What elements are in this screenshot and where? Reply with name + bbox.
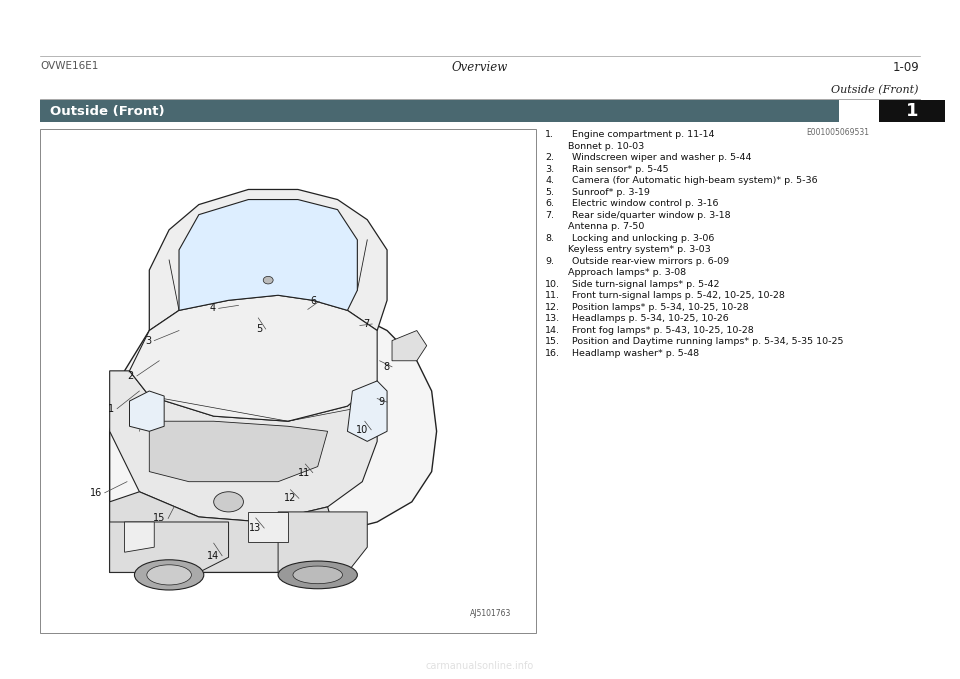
Text: 13: 13 (249, 523, 261, 533)
Text: 2: 2 (128, 371, 133, 381)
Text: 16: 16 (89, 488, 102, 498)
Text: 10.: 10. (545, 280, 561, 289)
Polygon shape (109, 371, 377, 522)
Ellipse shape (293, 566, 343, 584)
Text: 3: 3 (145, 335, 152, 346)
Text: 14: 14 (206, 551, 219, 561)
Text: 12.: 12. (545, 303, 561, 312)
Text: Overview: Overview (452, 60, 508, 74)
Text: Rain sensor* p. 5-45: Rain sensor* p. 5-45 (572, 165, 669, 174)
Text: OVWE16E1: OVWE16E1 (40, 60, 99, 71)
Text: 13.: 13. (545, 314, 561, 323)
Text: Keyless entry system* p. 3-03: Keyless entry system* p. 3-03 (568, 245, 711, 255)
Ellipse shape (278, 561, 357, 589)
Text: 2.: 2. (545, 153, 554, 162)
Polygon shape (130, 295, 377, 421)
Text: 14.: 14. (545, 326, 561, 335)
Text: 8.: 8. (545, 234, 554, 243)
Text: 10: 10 (356, 425, 369, 435)
Text: carmanualsonline.info: carmanualsonline.info (426, 661, 534, 671)
Text: Sunroof* p. 3-19: Sunroof* p. 3-19 (572, 188, 650, 197)
Polygon shape (278, 512, 368, 572)
Text: 9.: 9. (545, 257, 554, 266)
Text: 11: 11 (298, 468, 310, 477)
Ellipse shape (263, 276, 274, 284)
Text: 15: 15 (153, 513, 165, 524)
Ellipse shape (134, 559, 204, 590)
Text: 7: 7 (363, 319, 370, 329)
Text: 1.: 1. (545, 130, 554, 139)
Text: Side turn-signal lamps* p. 5-42: Side turn-signal lamps* p. 5-42 (572, 280, 720, 289)
Text: Outside rear-view mirrors p. 6-09: Outside rear-view mirrors p. 6-09 (572, 257, 730, 266)
Text: AJ5101763: AJ5101763 (469, 608, 511, 618)
Text: Antenna p. 7-50: Antenna p. 7-50 (568, 222, 645, 232)
Text: Rear side/quarter window p. 3-18: Rear side/quarter window p. 3-18 (572, 211, 731, 220)
Polygon shape (150, 189, 387, 331)
Text: 16.: 16. (545, 349, 561, 358)
Polygon shape (109, 492, 338, 572)
Text: 7.: 7. (545, 211, 554, 220)
Polygon shape (249, 512, 288, 542)
Polygon shape (348, 381, 387, 441)
Polygon shape (130, 391, 164, 431)
Text: Windscreen wiper and washer p. 5-44: Windscreen wiper and washer p. 5-44 (572, 153, 752, 162)
Bar (40, 100, 839, 122)
Polygon shape (109, 295, 437, 572)
Text: 15.: 15. (545, 337, 561, 346)
Polygon shape (392, 331, 426, 361)
Text: 6: 6 (310, 296, 316, 306)
Text: 5.: 5. (545, 188, 554, 197)
Text: 6.: 6. (545, 200, 554, 208)
Text: 9: 9 (378, 397, 384, 407)
Ellipse shape (147, 565, 191, 585)
Text: Front turn-signal lamps p. 5-42, 10-25, 10-28: Front turn-signal lamps p. 5-42, 10-25, … (572, 291, 785, 300)
Text: Outside (Front): Outside (Front) (831, 85, 919, 95)
Text: Position and Daytime running lamps* p. 5-34, 5-35 10-25: Position and Daytime running lamps* p. 5… (572, 337, 844, 346)
Text: 3.: 3. (545, 165, 555, 174)
Text: Electric window control p. 3-16: Electric window control p. 3-16 (572, 200, 719, 208)
Text: 12: 12 (283, 494, 296, 503)
Text: Bonnet p. 10-03: Bonnet p. 10-03 (568, 142, 644, 151)
Text: 4.: 4. (545, 177, 554, 185)
Ellipse shape (214, 492, 244, 512)
Text: Front fog lamps* p. 5-43, 10-25, 10-28: Front fog lamps* p. 5-43, 10-25, 10-28 (572, 326, 754, 335)
Text: 4: 4 (209, 304, 216, 314)
Polygon shape (150, 421, 327, 481)
Bar (40, 129, 536, 633)
Text: Approach lamps* p. 3-08: Approach lamps* p. 3-08 (568, 268, 686, 277)
Bar (879, 100, 945, 122)
Text: Headlamp washer* p. 5-48: Headlamp washer* p. 5-48 (572, 349, 699, 358)
Text: 1: 1 (108, 403, 114, 414)
Text: 1: 1 (905, 103, 919, 120)
Text: Engine compartment p. 11-14: Engine compartment p. 11-14 (572, 130, 714, 139)
Text: 11.: 11. (545, 291, 561, 300)
Text: Outside (Front): Outside (Front) (50, 105, 164, 118)
Text: 1-09: 1-09 (893, 60, 920, 74)
Text: 5: 5 (256, 324, 263, 334)
Text: Camera (for Automatic high-beam system)* p. 5-36: Camera (for Automatic high-beam system)*… (572, 177, 818, 185)
Text: Locking and unlocking p. 3-06: Locking and unlocking p. 3-06 (572, 234, 714, 243)
Polygon shape (109, 522, 228, 572)
Polygon shape (179, 200, 357, 310)
Text: Headlamps p. 5-34, 10-25, 10-26: Headlamps p. 5-34, 10-25, 10-26 (572, 314, 729, 323)
Text: Position lamps* p. 5-34, 10-25, 10-28: Position lamps* p. 5-34, 10-25, 10-28 (572, 303, 749, 312)
Text: E001005069531: E001005069531 (805, 128, 869, 137)
Polygon shape (125, 522, 155, 552)
Text: 8: 8 (383, 362, 389, 372)
